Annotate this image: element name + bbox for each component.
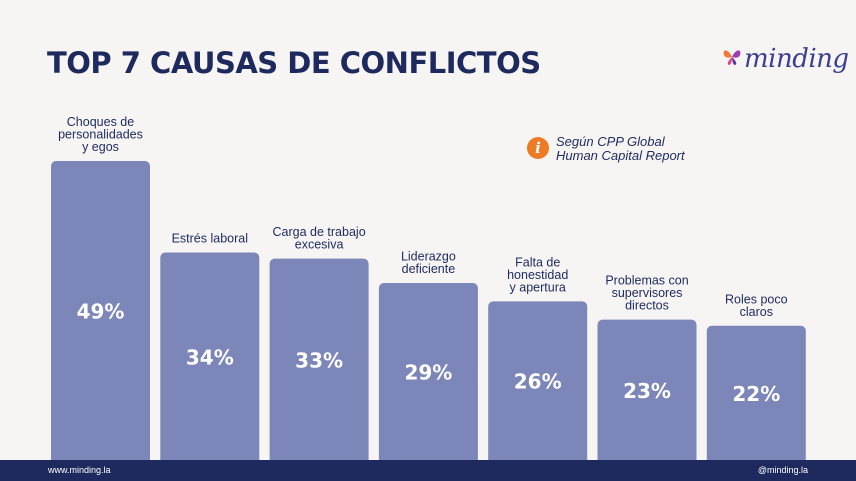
category-label-2: Estrés laboral [172, 232, 248, 246]
value-label-2: 34% [186, 345, 234, 369]
bar-4 [378, 283, 478, 466]
brand-logo: minding [722, 44, 849, 74]
category-label-6: supervisores [612, 286, 683, 300]
value-label-6: 23% [623, 379, 671, 403]
info-icon: i [527, 137, 549, 159]
bar-7 [706, 325, 806, 466]
footer: www.minding.la @minding.la [0, 460, 856, 481]
category-label-6: directos [625, 299, 669, 313]
category-label-1: y egos [82, 140, 119, 154]
value-label-1: 49% [77, 300, 125, 324]
source-note: i Según CPP Global Human Capital Report [527, 135, 696, 163]
value-label-7: 22% [732, 382, 780, 406]
category-label-4: Liderazgo [401, 250, 456, 264]
category-label-3: excesiva [295, 238, 344, 252]
butterfly-logo-icon [722, 46, 742, 73]
category-label-1: Choques de [67, 115, 134, 129]
bar-2 [160, 252, 260, 466]
footer-handle[interactable]: @minding.la [757, 465, 808, 475]
value-label-4: 29% [404, 361, 452, 385]
category-label-5: honestidad [507, 268, 568, 282]
category-label-6: Problemas con [605, 274, 688, 288]
bar-5 [488, 301, 588, 466]
category-label-1: personalidades [58, 128, 143, 142]
value-label-5: 26% [514, 370, 562, 394]
source-line: Según CPP Global [556, 134, 665, 149]
bar-1 [51, 161, 150, 466]
logo-text: minding [744, 44, 849, 74]
source-text: Según CPP Global Human Capital Report [556, 135, 696, 163]
page-title: TOP 7 CAUSAS DE CONFLICTOS [47, 46, 541, 80]
bar-3 [269, 258, 369, 466]
category-label-7: claros [740, 305, 773, 319]
value-label-3: 33% [295, 348, 343, 372]
category-label-3: Carga de trabajo [273, 225, 366, 239]
category-label-5: Falta de [515, 255, 560, 269]
bar-6 [597, 319, 697, 466]
footer-website[interactable]: www.minding.la [48, 465, 111, 475]
category-label-7: Roles poco [725, 292, 788, 306]
category-label-5: y apertura [510, 280, 566, 294]
category-label-4: deficiente [402, 262, 456, 276]
source-line: Human Capital Report [556, 148, 685, 163]
